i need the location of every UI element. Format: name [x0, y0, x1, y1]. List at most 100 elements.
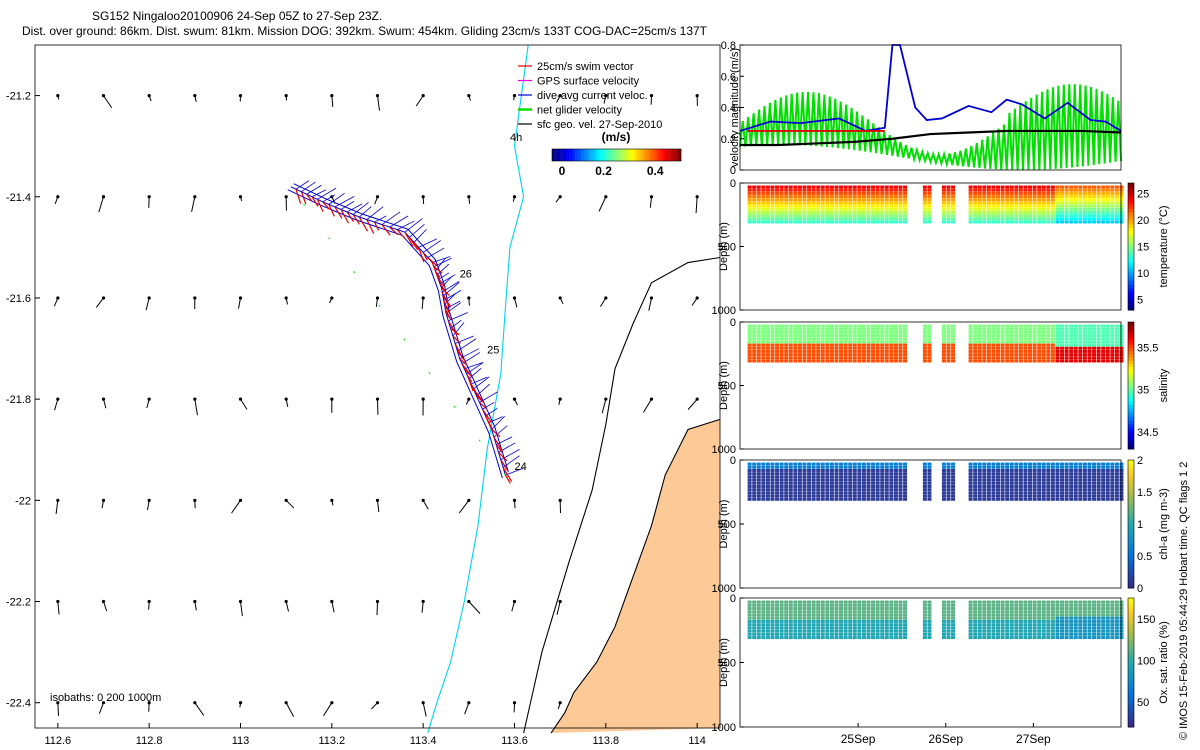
profile-sample: [893, 334, 898, 338]
profile-sample: [848, 472, 853, 476]
profile-sample: [1096, 478, 1101, 482]
profile-colorbar-cell: [1128, 559, 1134, 563]
profile-sample: [889, 488, 894, 492]
profile-sample: [875, 217, 880, 221]
profile-sample: [893, 220, 898, 224]
profile-sample: [1082, 359, 1087, 363]
profile-sample: [1018, 204, 1023, 208]
profile-sample: [898, 472, 903, 476]
profile-sample: [1055, 198, 1060, 202]
profile-sample: [1087, 185, 1092, 189]
profile-sample: [875, 478, 880, 482]
profile-sample: [1028, 327, 1033, 331]
profile-sample: [1014, 324, 1019, 328]
profile-sample: [784, 468, 789, 472]
profile-sample: [861, 185, 866, 189]
profile-sample: [973, 198, 978, 202]
geo-velocity-arrow-head: [558, 498, 562, 502]
profile-sample: [1101, 472, 1106, 476]
swim-vector: [466, 373, 473, 383]
profile-sample: [1082, 478, 1087, 482]
profile-sample: [1087, 607, 1092, 611]
profile-sample: [848, 468, 853, 472]
profile-sample: [848, 610, 853, 614]
profile-sample: [1009, 359, 1014, 363]
profile-sample: [1023, 188, 1028, 192]
profile-sample: [1050, 494, 1055, 498]
isobath-label: isobaths: 0 200 1000m: [50, 692, 161, 704]
profile-sample: [1110, 626, 1115, 630]
profile-sample: [1041, 198, 1046, 202]
profile-sample: [927, 484, 932, 488]
profile-sample: [861, 629, 866, 633]
profile-sample: [756, 217, 761, 221]
geo-velocity-arrow-head: [56, 498, 60, 502]
profile-sample: [927, 616, 932, 620]
profile-colorbar-cell: [1128, 366, 1134, 371]
profile-sample: [1087, 349, 1092, 353]
profile-sample: [1023, 472, 1028, 476]
profile-sample: [927, 613, 932, 617]
profile-sample: [866, 220, 871, 224]
profile-sample: [1114, 607, 1119, 611]
profile-sample: [880, 204, 885, 208]
profile-sample: [848, 613, 853, 617]
profile-sample: [843, 217, 848, 221]
profile-colorbar-cell: [1128, 360, 1134, 364]
profile-sample: [1000, 185, 1005, 189]
profile-sample: [986, 334, 991, 338]
profile-sample: [1023, 337, 1028, 341]
profile-sample: [839, 214, 844, 218]
profile-sample: [1037, 600, 1042, 604]
profile-sample: [941, 636, 946, 640]
profile-sample: [898, 359, 903, 363]
profile-sample: [852, 626, 857, 630]
profile-sample: [946, 484, 951, 488]
profile-sample: [793, 468, 798, 472]
profile-sample: [761, 632, 766, 636]
profile-sample: [1082, 185, 1087, 189]
geo-velocity-arrow-head: [101, 498, 106, 502]
profile-sample: [839, 195, 844, 199]
profile-sample: [784, 220, 789, 224]
profile-sample: [1087, 600, 1092, 604]
profile-sample: [752, 334, 757, 338]
profile-sample: [1105, 613, 1110, 617]
profile-sample: [1000, 201, 1005, 205]
profile-sample: [825, 220, 830, 224]
profile-sample: [756, 359, 761, 363]
profile-sample: [1082, 220, 1087, 224]
profile-sample: [1087, 616, 1092, 620]
profile-sample: [807, 491, 812, 495]
profile-sample: [875, 610, 880, 614]
profile-sample: [820, 210, 825, 214]
profile-sample: [829, 629, 834, 633]
profile-sample: [752, 478, 757, 482]
profile-sample: [1060, 204, 1065, 208]
profile-sample: [977, 472, 982, 476]
profile-sample: [752, 340, 757, 344]
geo-velocity-arrow-head: [558, 397, 562, 401]
profile-sample: [996, 494, 1001, 498]
profile-sample: [1069, 632, 1074, 636]
profile-sample: [922, 636, 927, 640]
profile-sample: [996, 619, 1001, 623]
colorbar-cell: [612, 149, 615, 161]
profile-sample: [1018, 613, 1023, 617]
profile-sample: [871, 334, 876, 338]
profile-sample: [968, 201, 973, 205]
profile-sample: [893, 346, 898, 350]
profile-sample: [1119, 610, 1124, 614]
profile-sample: [802, 195, 807, 199]
profile-sample: [1101, 214, 1106, 218]
profile-sample: [1078, 340, 1083, 344]
profile-sample: [941, 185, 946, 189]
profile-sample: [922, 214, 927, 218]
profile-sample: [1037, 610, 1042, 614]
profile-sample: [1064, 220, 1069, 224]
profile-sample: [922, 462, 927, 466]
profile-sample: [1037, 465, 1042, 469]
profile-sample: [802, 359, 807, 363]
profile-sample: [839, 616, 844, 620]
profile-sample: [968, 207, 973, 211]
